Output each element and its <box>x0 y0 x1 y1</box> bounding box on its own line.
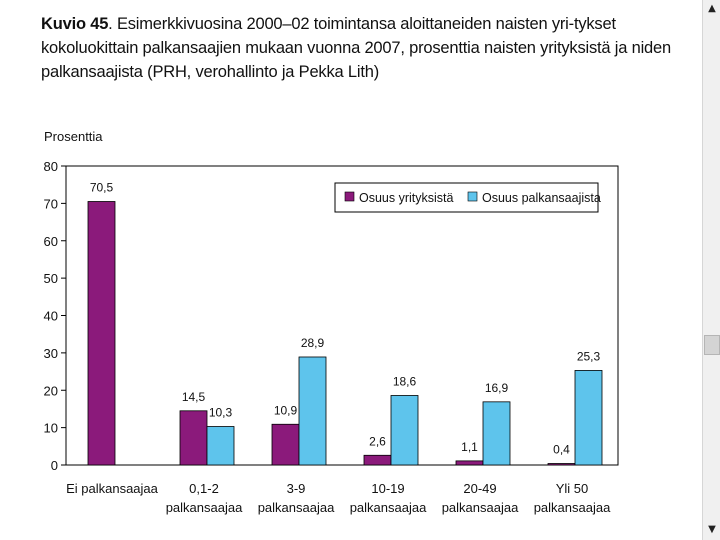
figure-caption-text: . Esimerkkivuosina 2000–02 toimintansa a… <box>41 15 671 81</box>
legend-label-palkansaajista: Osuus palkansaajista <box>482 191 601 205</box>
x-tick-label: 0,1-2 <box>189 481 219 496</box>
y-axis-label: Prosenttia <box>44 129 103 144</box>
y-tick-label: 10 <box>44 421 58 436</box>
y-tick-label: 70 <box>44 196 58 211</box>
y-tick-label: 60 <box>44 234 58 249</box>
data-label: 1,1 <box>461 440 478 454</box>
bar-osuus-yrityksista <box>271 423 300 466</box>
bar-osuus-yrityksista <box>179 410 208 466</box>
bar-osuus-yrityksista <box>547 463 576 466</box>
data-label: 18,6 <box>393 374 417 388</box>
bar-osuus-palkansaajista <box>206 426 235 466</box>
legend-swatch-yrityksista <box>344 191 355 202</box>
data-label: 10,9 <box>274 403 298 417</box>
bar-osuus-yrityksista <box>455 460 484 466</box>
bar-osuus-yrityksista <box>87 201 116 466</box>
data-label: 16,9 <box>485 381 509 395</box>
y-tick-label: 40 <box>44 309 58 324</box>
data-label: 70,5 <box>90 181 114 195</box>
bar-osuus-palkansaajista <box>390 395 419 466</box>
data-label: 28,9 <box>301 336 325 350</box>
vertical-scrollbar[interactable]: ▲ ▼ <box>702 0 720 540</box>
data-label: 25,3 <box>577 349 601 363</box>
x-tick-label: palkansaajaa <box>534 500 611 515</box>
legend-swatch-palkansaajista <box>467 191 478 202</box>
bar-osuus-palkansaajista <box>298 356 327 466</box>
x-tick-label: palkansaajaa <box>442 500 519 515</box>
data-label: 2,6 <box>369 434 386 448</box>
data-label: 10,3 <box>209 406 233 420</box>
y-tick-label: 20 <box>44 383 58 398</box>
x-tick-label: palkansaajaa <box>258 500 335 515</box>
bar-osuus-palkansaajista <box>574 370 603 466</box>
x-tick-label: palkansaajaa <box>166 500 243 515</box>
scrollbar-thumb[interactable] <box>704 335 720 355</box>
x-tick-label: Yli 50 <box>556 481 589 496</box>
x-tick-label: palkansaajaa <box>350 500 427 515</box>
y-tick-label: 50 <box>44 271 58 286</box>
x-tick-label: 10-19 <box>371 481 404 496</box>
legend-label-yrityksista: Osuus yrityksistä <box>359 191 454 205</box>
data-label: 0,4 <box>553 443 570 457</box>
x-tick-label: 20-49 <box>463 481 496 496</box>
scroll-down-icon[interactable]: ▼ <box>708 524 716 535</box>
bar-chart: 0 10 20 30 40 50 60 70 80 Prosenttia 70,5 14,5 10,9 2… <box>44 129 619 515</box>
bar-osuus-palkansaajista <box>482 401 511 466</box>
y-tick-label: 0 <box>51 458 58 473</box>
bar-osuus-yrityksista <box>363 454 392 466</box>
figure-caption: Kuvio 45. Esimerkkivuosina 2000–02 toimi… <box>41 12 681 84</box>
x-tick-label: Ei palkansaajaa <box>66 481 159 496</box>
y-tick-label: 30 <box>44 346 58 361</box>
x-tick-label: 3-9 <box>287 481 306 496</box>
y-tick-label: 80 <box>44 159 58 174</box>
scroll-up-icon[interactable]: ▲ <box>708 3 716 14</box>
data-label: 14,5 <box>182 390 206 404</box>
legend <box>334 182 599 213</box>
figure-label: Kuvio 45 <box>41 15 109 33</box>
